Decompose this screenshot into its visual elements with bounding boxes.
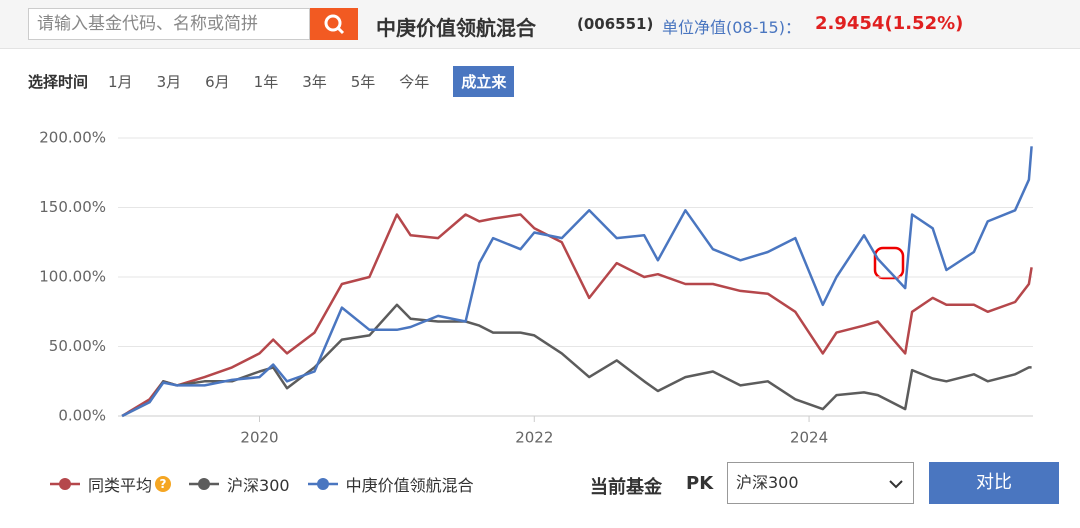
- time-option[interactable]: 1月: [108, 72, 133, 91]
- legend-item[interactable]: 同类平均?: [48, 472, 172, 496]
- x-tick-label: 2020: [240, 429, 278, 447]
- select-arrow: [889, 480, 903, 489]
- search-input[interactable]: 请输入基金代码、名称或简拼: [28, 8, 310, 40]
- x-tick-label: 2024: [790, 429, 828, 447]
- legend-dot: [198, 478, 211, 490]
- legend-swatch: [189, 478, 220, 490]
- fund-name: 中庚价值领航混合: [376, 16, 536, 40]
- nav-value: 2.9454(1.52%): [815, 13, 964, 34]
- x-tick-label: 2022: [515, 429, 553, 447]
- series-line: [121, 303, 1032, 418]
- time-option[interactable]: 1年: [253, 72, 279, 91]
- legend-item[interactable]: 沪深300: [187, 472, 290, 496]
- legend-label: 同类平均: [88, 476, 153, 495]
- fund-code: (006551): [577, 15, 654, 33]
- legend: 同类平均? 沪深300 中庚价值领航混合: [48, 472, 490, 496]
- time-option[interactable]: 成立来: [453, 65, 515, 97]
- y-tick-label: 0.00%: [58, 407, 106, 425]
- legend-dot: [316, 478, 329, 490]
- legend-swatch: [307, 478, 338, 490]
- series-line: [121, 213, 1033, 418]
- y-tick-label: 100.00%: [39, 268, 106, 286]
- annotation-circle: [873, 246, 905, 280]
- top-bar: 请输入基金代码、名称或简拼 中庚价值领航混合 (006551) 单位净值(08-…: [0, 0, 1080, 49]
- select-value: 沪深300: [736, 473, 799, 492]
- chart: 0.00% 50.00% 100.00% 150.00% 200.00% 2020 2022…: [39, 129, 1033, 447]
- legend-swatch: [50, 478, 80, 490]
- series-line: [121, 146, 1033, 418]
- time-filter: 选择时间 1月 3月 6月 1年 3年 5年 今年 成立来: [28, 65, 538, 97]
- legend-item[interactable]: 中庚价值领航混合: [306, 472, 474, 496]
- nav-label: 单位净值(08-15)：: [662, 18, 801, 37]
- legend-dot: [59, 478, 71, 490]
- compare-label: 当前基金: [590, 477, 662, 498]
- time-option[interactable]: 5年: [350, 72, 376, 91]
- search-button[interactable]: [310, 8, 358, 40]
- compare-select[interactable]: 沪深300: [727, 462, 914, 504]
- y-tick-label: 150.00%: [39, 198, 106, 216]
- legend-label: 中庚价值领航混合: [345, 476, 474, 495]
- compare-button[interactable]: 对比: [929, 462, 1059, 504]
- y-tick-label: 50.00%: [49, 337, 106, 355]
- y-tick-label: 200.00%: [39, 129, 106, 147]
- time-label: 选择时间: [28, 72, 89, 91]
- time-option[interactable]: 3月: [156, 72, 182, 91]
- time-option[interactable]: 6月: [205, 72, 230, 91]
- help-icon[interactable]: ?: [155, 476, 172, 492]
- search-icon: [324, 14, 345, 35]
- pk-label: PK: [686, 473, 714, 494]
- legend-label: 沪深300: [227, 476, 290, 495]
- time-option[interactable]: 今年: [399, 72, 430, 91]
- time-option[interactable]: 3年: [302, 72, 327, 91]
